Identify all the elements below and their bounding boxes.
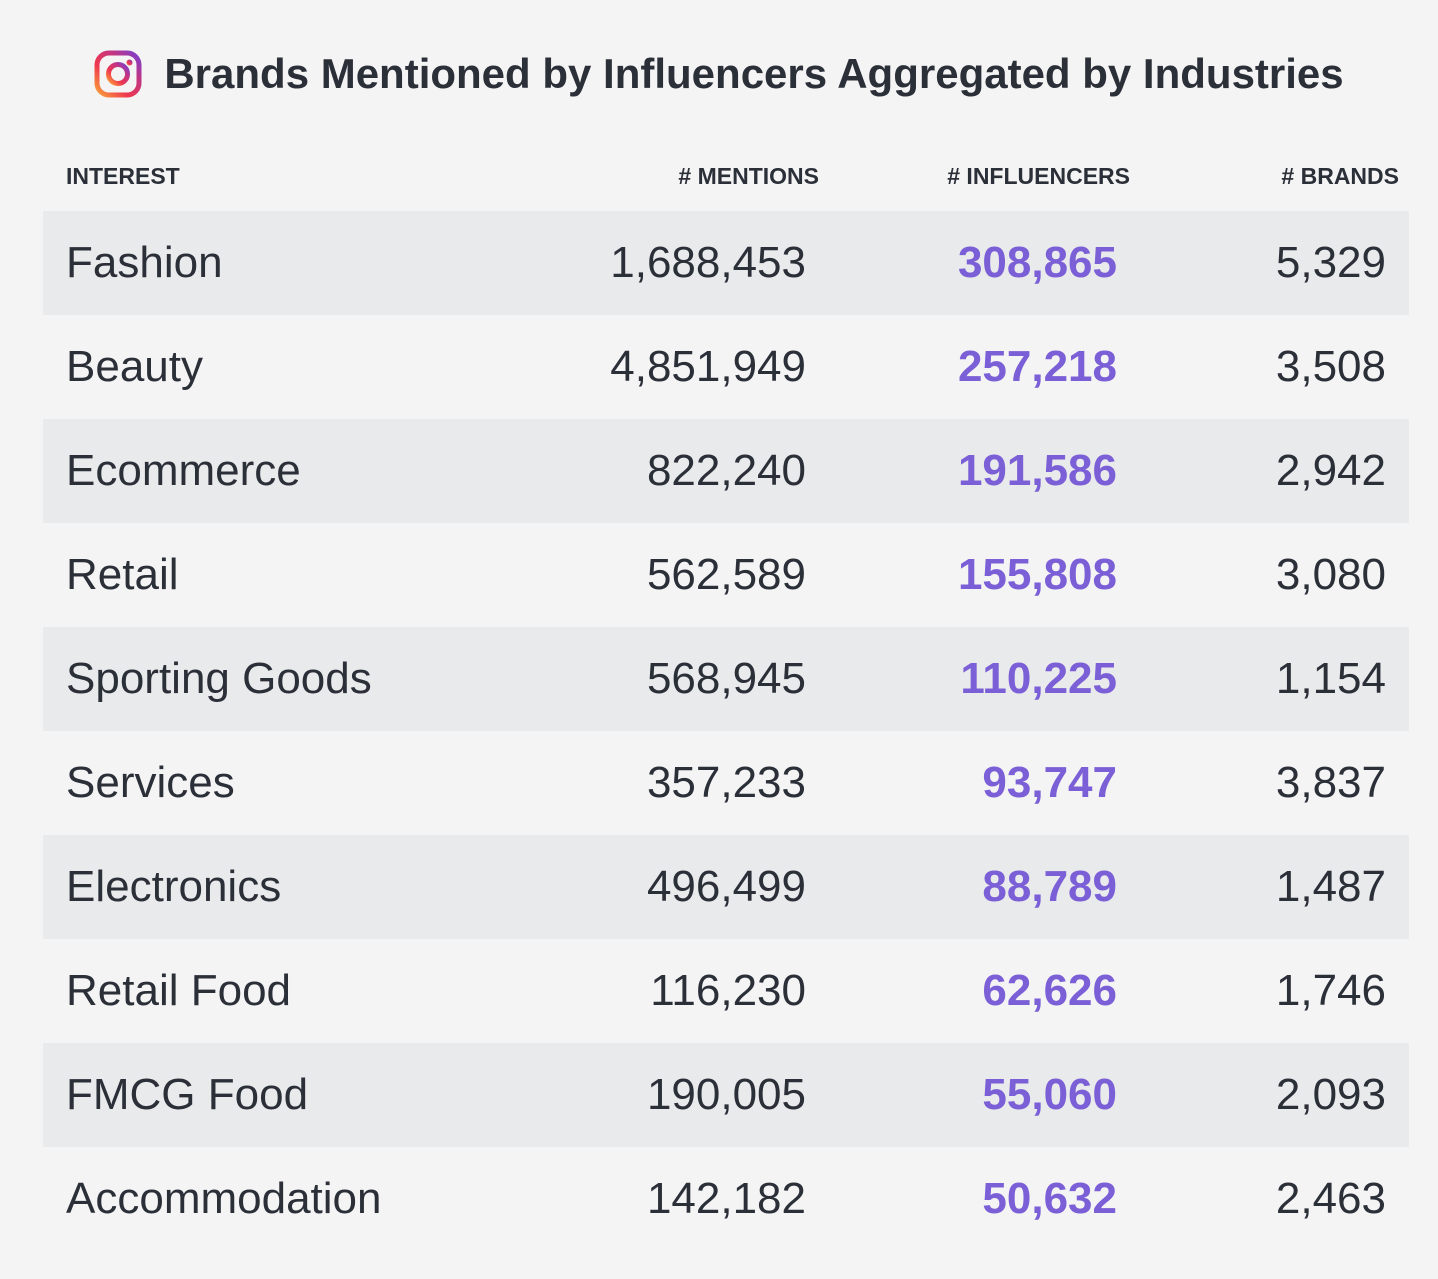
table-row: Retail 562,589 155,808 3,080	[43, 523, 1409, 627]
influencers-cell: 88,789	[982, 862, 1117, 911]
brands-cell: 3,080	[1275, 550, 1386, 599]
mentions-cell: 1,688,453	[610, 238, 806, 287]
brands-cell: 1,154	[1275, 654, 1386, 703]
mentions-cell: 568,945	[646, 654, 806, 703]
table-row: FMCG Food 190,005 55,060 2,093	[43, 1043, 1409, 1147]
brands-cell: 5,329	[1275, 238, 1386, 287]
interest-cell: Beauty	[66, 342, 203, 391]
table-row: Ecommerce 822,240 191,586 2,942	[43, 419, 1409, 523]
table-row: Retail Food 116,230 62,626 1,746	[43, 939, 1409, 1043]
header-brands: # BRANDS	[1281, 163, 1399, 189]
table-body: Fashion 1,688,453 308,865 5,329 Beauty 4,851,…	[43, 211, 1409, 1251]
influencers-cell: 55,060	[982, 1070, 1117, 1119]
mentions-cell: 562,589	[646, 550, 806, 599]
header-influencers: # INFLUENCERS	[947, 163, 1130, 189]
influencers-cell: 155,808	[957, 550, 1117, 599]
influencers-cell: 50,632	[982, 1174, 1117, 1223]
interest-cell: Retail	[66, 550, 179, 599]
brands-cell: 1,746	[1275, 966, 1386, 1015]
table-header: INTEREST # MENTIONS # INFLUENCERS # BRAN…	[43, 158, 1409, 194]
table-row: Services 357,233 93,747 3,837	[43, 731, 1409, 835]
mentions-cell: 190,005	[646, 1070, 806, 1119]
interest-cell: Sporting Goods	[66, 654, 372, 703]
page-title: Brands Mentioned by Influencers Aggregat…	[164, 50, 1344, 97]
table-row: Fashion 1,688,453 308,865 5,329	[43, 211, 1409, 315]
interest-cell: Retail Food	[66, 966, 292, 1015]
brands-cell: 2,463	[1275, 1174, 1386, 1223]
mentions-cell: 822,240	[646, 446, 806, 495]
brands-cell: 3,508	[1275, 342, 1386, 391]
influencers-cell: 308,865	[957, 238, 1117, 287]
mentions-cell: 496,499	[646, 862, 806, 911]
table-row: Sporting Goods 568,945 110,225 1,154	[43, 627, 1409, 731]
instagram-icon	[94, 50, 142, 98]
interest-cell: Accommodation	[66, 1174, 382, 1223]
title-bar: Brands Mentioned by Influencers Aggregat…	[0, 50, 1438, 98]
table-row: Beauty 4,851,949 257,218 3,508	[43, 315, 1409, 419]
header-interest: INTEREST	[66, 163, 180, 189]
influencers-cell: 191,586	[957, 446, 1117, 495]
influencers-cell: 110,225	[960, 654, 1117, 703]
brands-cell: 3,837	[1275, 758, 1386, 807]
mentions-cell: 142,182	[646, 1174, 806, 1223]
interest-cell: Fashion	[66, 238, 223, 287]
mentions-cell: 116,230	[650, 966, 806, 1015]
mentions-cell: 4,851,949	[610, 342, 806, 391]
interest-cell: Ecommerce	[66, 446, 301, 495]
table-row: Accommodation 142,182 50,632 2,463	[43, 1147, 1409, 1251]
brands-cell: 1,487	[1275, 862, 1386, 911]
brands-cell: 2,942	[1275, 446, 1386, 495]
header-mentions: # MENTIONS	[678, 163, 819, 189]
table-row: Electronics 496,499 88,789 1,487	[43, 835, 1409, 939]
influencers-cell: 257,218	[957, 342, 1117, 391]
brands-cell: 2,093	[1275, 1070, 1386, 1119]
influencers-cell: 62,626	[982, 966, 1117, 1015]
mentions-cell: 357,233	[646, 758, 806, 807]
interest-cell: Electronics	[66, 862, 282, 911]
interest-cell: FMCG Food	[66, 1070, 309, 1119]
influencers-cell: 93,747	[982, 758, 1117, 807]
interest-cell: Services	[66, 758, 235, 807]
